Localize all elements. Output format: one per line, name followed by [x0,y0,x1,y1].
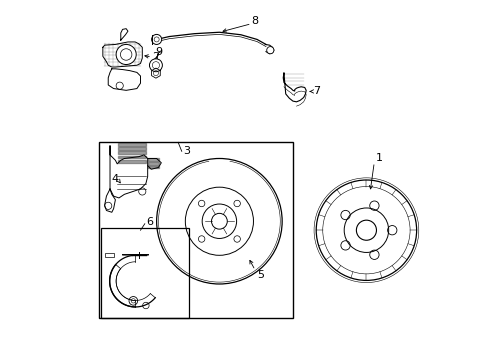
Circle shape [149,59,162,72]
Circle shape [266,46,273,54]
Bar [99,142,292,318]
Bar [101,228,188,318]
Circle shape [116,44,136,64]
Text: 1: 1 [375,153,382,163]
Text: 8: 8 [251,17,258,27]
Text: 6: 6 [146,217,153,227]
Text: 3: 3 [183,146,189,156]
Text: 4: 4 [111,174,118,184]
Text: 9: 9 [155,46,162,57]
Polygon shape [283,73,305,102]
Circle shape [151,35,162,44]
Polygon shape [102,42,142,67]
Text: 2: 2 [152,52,159,62]
Bar [104,253,113,257]
Text: 5: 5 [257,270,264,280]
Text: 7: 7 [313,86,320,96]
